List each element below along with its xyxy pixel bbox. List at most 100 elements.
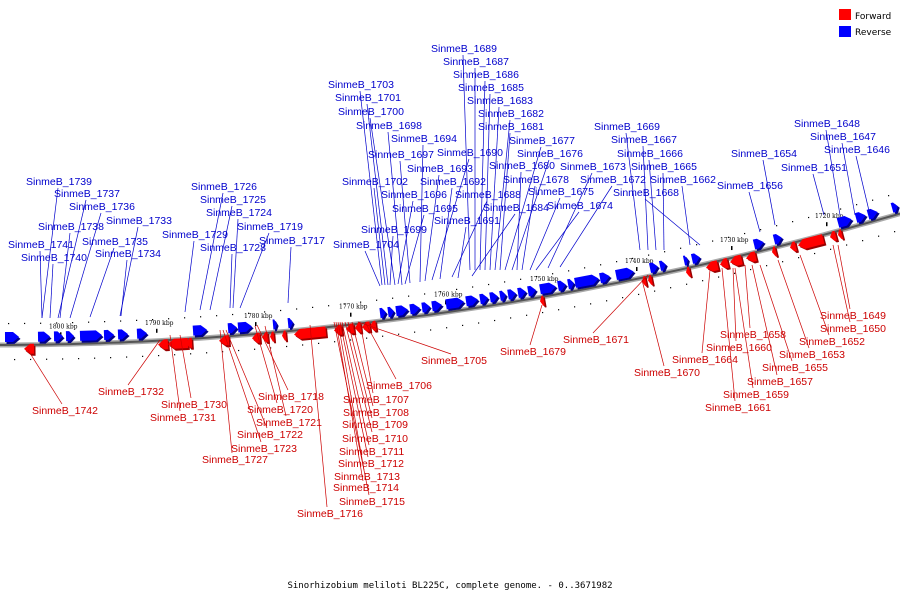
forward-gene[interactable] — [186, 337, 194, 350]
forward-gene[interactable] — [168, 337, 190, 351]
forward-gene-label[interactable]: SinmeB_1714 — [333, 482, 399, 494]
reverse-gene-label[interactable]: SinmeB_1646 — [824, 144, 890, 156]
reverse-gene-label[interactable]: SinmeB_1692 — [420, 176, 486, 188]
forward-gene[interactable] — [705, 260, 721, 275]
forward-gene[interactable] — [837, 229, 846, 242]
reverse-gene[interactable] — [489, 291, 500, 305]
forward-gene[interactable] — [345, 323, 357, 336]
forward-gene-label[interactable]: SinmeB_1709 — [342, 419, 408, 431]
reverse-gene[interactable] — [539, 281, 558, 296]
reverse-gene[interactable] — [772, 232, 785, 247]
reverse-gene-label[interactable]: SinmeB_1737 — [54, 188, 120, 200]
reverse-gene[interactable] — [890, 201, 900, 215]
reverse-gene-label[interactable]: SinmeB_1724 — [206, 207, 272, 219]
forward-gene-label[interactable]: SinmeB_1664 — [672, 354, 738, 366]
reverse-gene-label[interactable]: SinmeB_1673 — [560, 161, 626, 173]
forward-gene-label[interactable]: SinmeB_1671 — [563, 334, 629, 346]
reverse-gene[interactable] — [648, 261, 661, 275]
reverse-gene-label[interactable]: SinmeB_1690 — [437, 147, 503, 159]
reverse-gene-label[interactable]: SinmeB_1688 — [455, 189, 521, 201]
reverse-gene-label[interactable]: SinmeB_1654 — [731, 148, 797, 160]
reverse-gene-label[interactable]: SinmeB_1700 — [338, 106, 404, 118]
forward-gene-label[interactable]: SinmeB_1653 — [779, 349, 845, 361]
forward-gene-label[interactable]: SinmeB_1705 — [421, 355, 487, 367]
forward-gene[interactable] — [293, 326, 329, 341]
forward-gene-label[interactable]: SinmeB_1718 — [258, 391, 324, 403]
reverse-gene-label[interactable]: SinmeB_1696 — [381, 189, 447, 201]
forward-gene-label[interactable]: SinmeB_1711 — [339, 446, 404, 458]
reverse-gene-label[interactable]: SinmeB_1739 — [26, 176, 92, 188]
reverse-gene-label[interactable]: SinmeB_1701 — [335, 92, 401, 104]
reverse-gene-label[interactable]: SinmeB_1667 — [611, 134, 677, 146]
forward-gene-label[interactable]: SinmeB_1712 — [338, 458, 404, 470]
forward-gene-label[interactable]: SinmeB_1727 — [202, 454, 268, 466]
reverse-gene-label[interactable]: SinmeB_1666 — [617, 148, 683, 160]
forward-gene-label[interactable]: SinmeB_1706 — [366, 380, 432, 392]
forward-gene-label[interactable]: SinmeB_1661 — [705, 402, 771, 414]
reverse-gene[interactable] — [227, 322, 239, 336]
forward-gene[interactable] — [24, 343, 36, 356]
reverse-gene-label[interactable]: SinmeB_1676 — [517, 148, 583, 160]
forward-gene-label[interactable]: SinmeB_1715 — [339, 496, 405, 508]
forward-gene-label[interactable]: SinmeB_1659 — [723, 389, 789, 401]
reverse-gene-label[interactable]: SinmeB_1687 — [443, 56, 509, 68]
forward-gene[interactable] — [719, 257, 731, 272]
reverse-gene[interactable] — [574, 273, 601, 290]
reverse-gene-label[interactable]: SinmeB_1736 — [69, 201, 135, 213]
reverse-gene-label[interactable]: SinmeB_1672 — [580, 174, 646, 186]
reverse-gene[interactable] — [387, 306, 396, 319]
reverse-gene-label[interactable]: SinmeB_1681 — [478, 121, 544, 133]
reverse-gene-label[interactable]: SinmeB_1665 — [631, 161, 697, 173]
reverse-gene[interactable] — [272, 319, 280, 332]
reverse-gene[interactable] — [395, 304, 410, 318]
forward-gene-label[interactable]: SinmeB_1660 — [706, 342, 772, 354]
reverse-gene[interactable] — [615, 266, 636, 282]
forward-gene[interactable] — [789, 241, 800, 254]
reverse-gene-label[interactable]: SinmeB_1656 — [717, 180, 783, 192]
forward-gene-label[interactable]: SinmeB_1649 — [820, 310, 886, 322]
forward-gene-label[interactable]: SinmeB_1650 — [820, 323, 886, 335]
reverse-gene-label[interactable]: SinmeB_1689 — [431, 43, 497, 55]
forward-gene-label[interactable]: SinmeB_1731 — [150, 412, 216, 424]
reverse-gene-label[interactable]: SinmeB_1693 — [407, 163, 473, 175]
forward-gene-label[interactable]: SinmeB_1721 — [256, 417, 322, 429]
reverse-gene[interactable] — [854, 210, 869, 225]
reverse-gene[interactable] — [4, 331, 21, 344]
reverse-gene-label[interactable]: SinmeB_1703 — [328, 79, 394, 91]
forward-gene-label[interactable]: SinmeB_1716 — [297, 508, 363, 520]
forward-gene[interactable] — [745, 251, 759, 265]
reverse-gene-label[interactable]: SinmeB_1686 — [453, 69, 519, 81]
reverse-gene-label[interactable]: SinmeB_1698 — [356, 120, 422, 132]
forward-gene[interactable] — [685, 266, 693, 279]
reverse-gene-label[interactable]: SinmeB_1699 — [361, 224, 427, 236]
reverse-gene-label[interactable]: SinmeB_1691 — [434, 215, 500, 227]
reverse-gene[interactable] — [431, 300, 444, 313]
reverse-gene-label[interactable]: SinmeB_1695 — [392, 203, 458, 215]
reverse-gene[interactable] — [136, 328, 149, 341]
reverse-gene[interactable] — [690, 252, 703, 266]
reverse-gene[interactable] — [237, 321, 254, 335]
forward-gene[interactable] — [539, 295, 547, 308]
reverse-gene-label[interactable]: SinmeB_1651 — [781, 162, 847, 174]
forward-gene-label[interactable]: SinmeB_1723 — [231, 443, 297, 455]
reverse-gene-label[interactable]: SinmeB_1702 — [342, 176, 408, 188]
reverse-gene[interactable] — [192, 325, 209, 338]
forward-gene[interactable] — [797, 234, 827, 253]
forward-gene[interactable] — [647, 274, 655, 287]
reverse-gene[interactable] — [287, 317, 296, 331]
reverse-gene[interactable] — [37, 331, 52, 344]
reverse-gene[interactable] — [499, 290, 508, 303]
reverse-gene-label[interactable]: SinmeB_1733 — [106, 215, 172, 227]
reverse-gene-label[interactable]: SinmeB_1734 — [95, 248, 161, 260]
reverse-gene[interactable] — [117, 329, 130, 342]
reverse-gene-label[interactable]: SinmeB_1684 — [483, 202, 549, 214]
reverse-gene-label[interactable]: SinmeB_1717 — [259, 235, 325, 247]
forward-gene-label[interactable]: SinmeB_1742 — [32, 405, 98, 417]
reverse-gene-label[interactable]: SinmeB_1725 — [200, 194, 266, 206]
reverse-gene-label[interactable]: SinmeB_1648 — [794, 118, 860, 130]
reverse-gene[interactable] — [599, 271, 613, 285]
forward-gene-label[interactable]: SinmeB_1732 — [98, 386, 164, 398]
reverse-gene[interactable] — [658, 260, 669, 273]
reverse-gene[interactable] — [65, 331, 76, 344]
forward-gene[interactable] — [158, 339, 170, 352]
